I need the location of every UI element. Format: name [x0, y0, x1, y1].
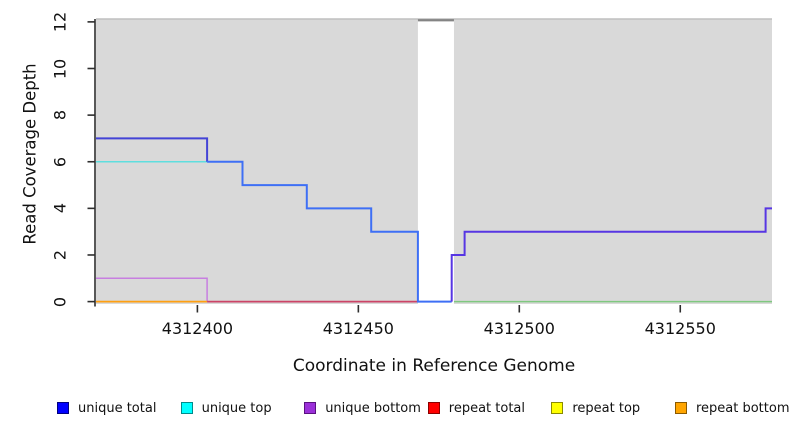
legend-swatch-repeat-total — [427, 402, 440, 414]
unique-total-mid — [207, 160, 452, 303]
legend-item-unique-top: unique top — [180, 400, 305, 416]
y-tick-label: 0 — [50, 296, 70, 307]
coverage-gap-band — [417, 19, 454, 304]
legend-swatch-repeat-top — [551, 402, 564, 414]
legend-swatch-repeat-bottom — [674, 402, 687, 414]
y-tick-label: 6 — [50, 156, 70, 167]
legend-label-unique-total: unique total — [78, 400, 157, 416]
y-tick-label: 2 — [50, 249, 70, 261]
legend: unique total unique top unique bottom repea… — [57, 398, 792, 418]
x-axis-title: Coordinate in Reference Genome — [292, 356, 576, 376]
legend-item-unique-bottom: unique bottom — [304, 401, 428, 416]
legend-item-repeat-total: repeat total — [427, 400, 552, 416]
legend-label-repeat-top: repeat top — [572, 400, 641, 416]
legend-label-unique-bottom: unique bottom — [325, 400, 421, 416]
unique-total-low — [450, 207, 772, 302]
y-tick-label: 12 — [50, 11, 70, 33]
legend-swatch-unique-total — [57, 402, 69, 414]
legend-item-repeat-bottom: repeat bottom — [674, 400, 792, 416]
legend-item-unique-total: unique total — [57, 401, 181, 416]
legend-swatch-unique-top — [180, 402, 193, 414]
x-tick-label: 4312400 — [161, 319, 234, 338]
y-tick-label: 8 — [50, 110, 70, 121]
x-tick-label: 4312550 — [644, 319, 716, 338]
x-tick-label: 4312450 — [322, 319, 394, 338]
legend-label-repeat-total: repeat total — [448, 400, 526, 416]
x-tick-label: 4312500 — [483, 319, 555, 338]
y-tick-label: 4 — [50, 203, 70, 214]
legend-label-repeat-bottom: repeat bottom — [695, 400, 790, 416]
legend-swatch-unique-bottom — [304, 402, 317, 414]
unique-total-high — [96, 137, 209, 162]
legend-item-repeat-top: repeat top — [551, 401, 675, 416]
y-tick-label: 10 — [50, 58, 70, 79]
y-axis-title: Read Coverage Depth — [20, 63, 40, 245]
unique-bottom-line — [96, 277, 208, 302]
legend-label-unique-top: unique top — [201, 400, 272, 416]
